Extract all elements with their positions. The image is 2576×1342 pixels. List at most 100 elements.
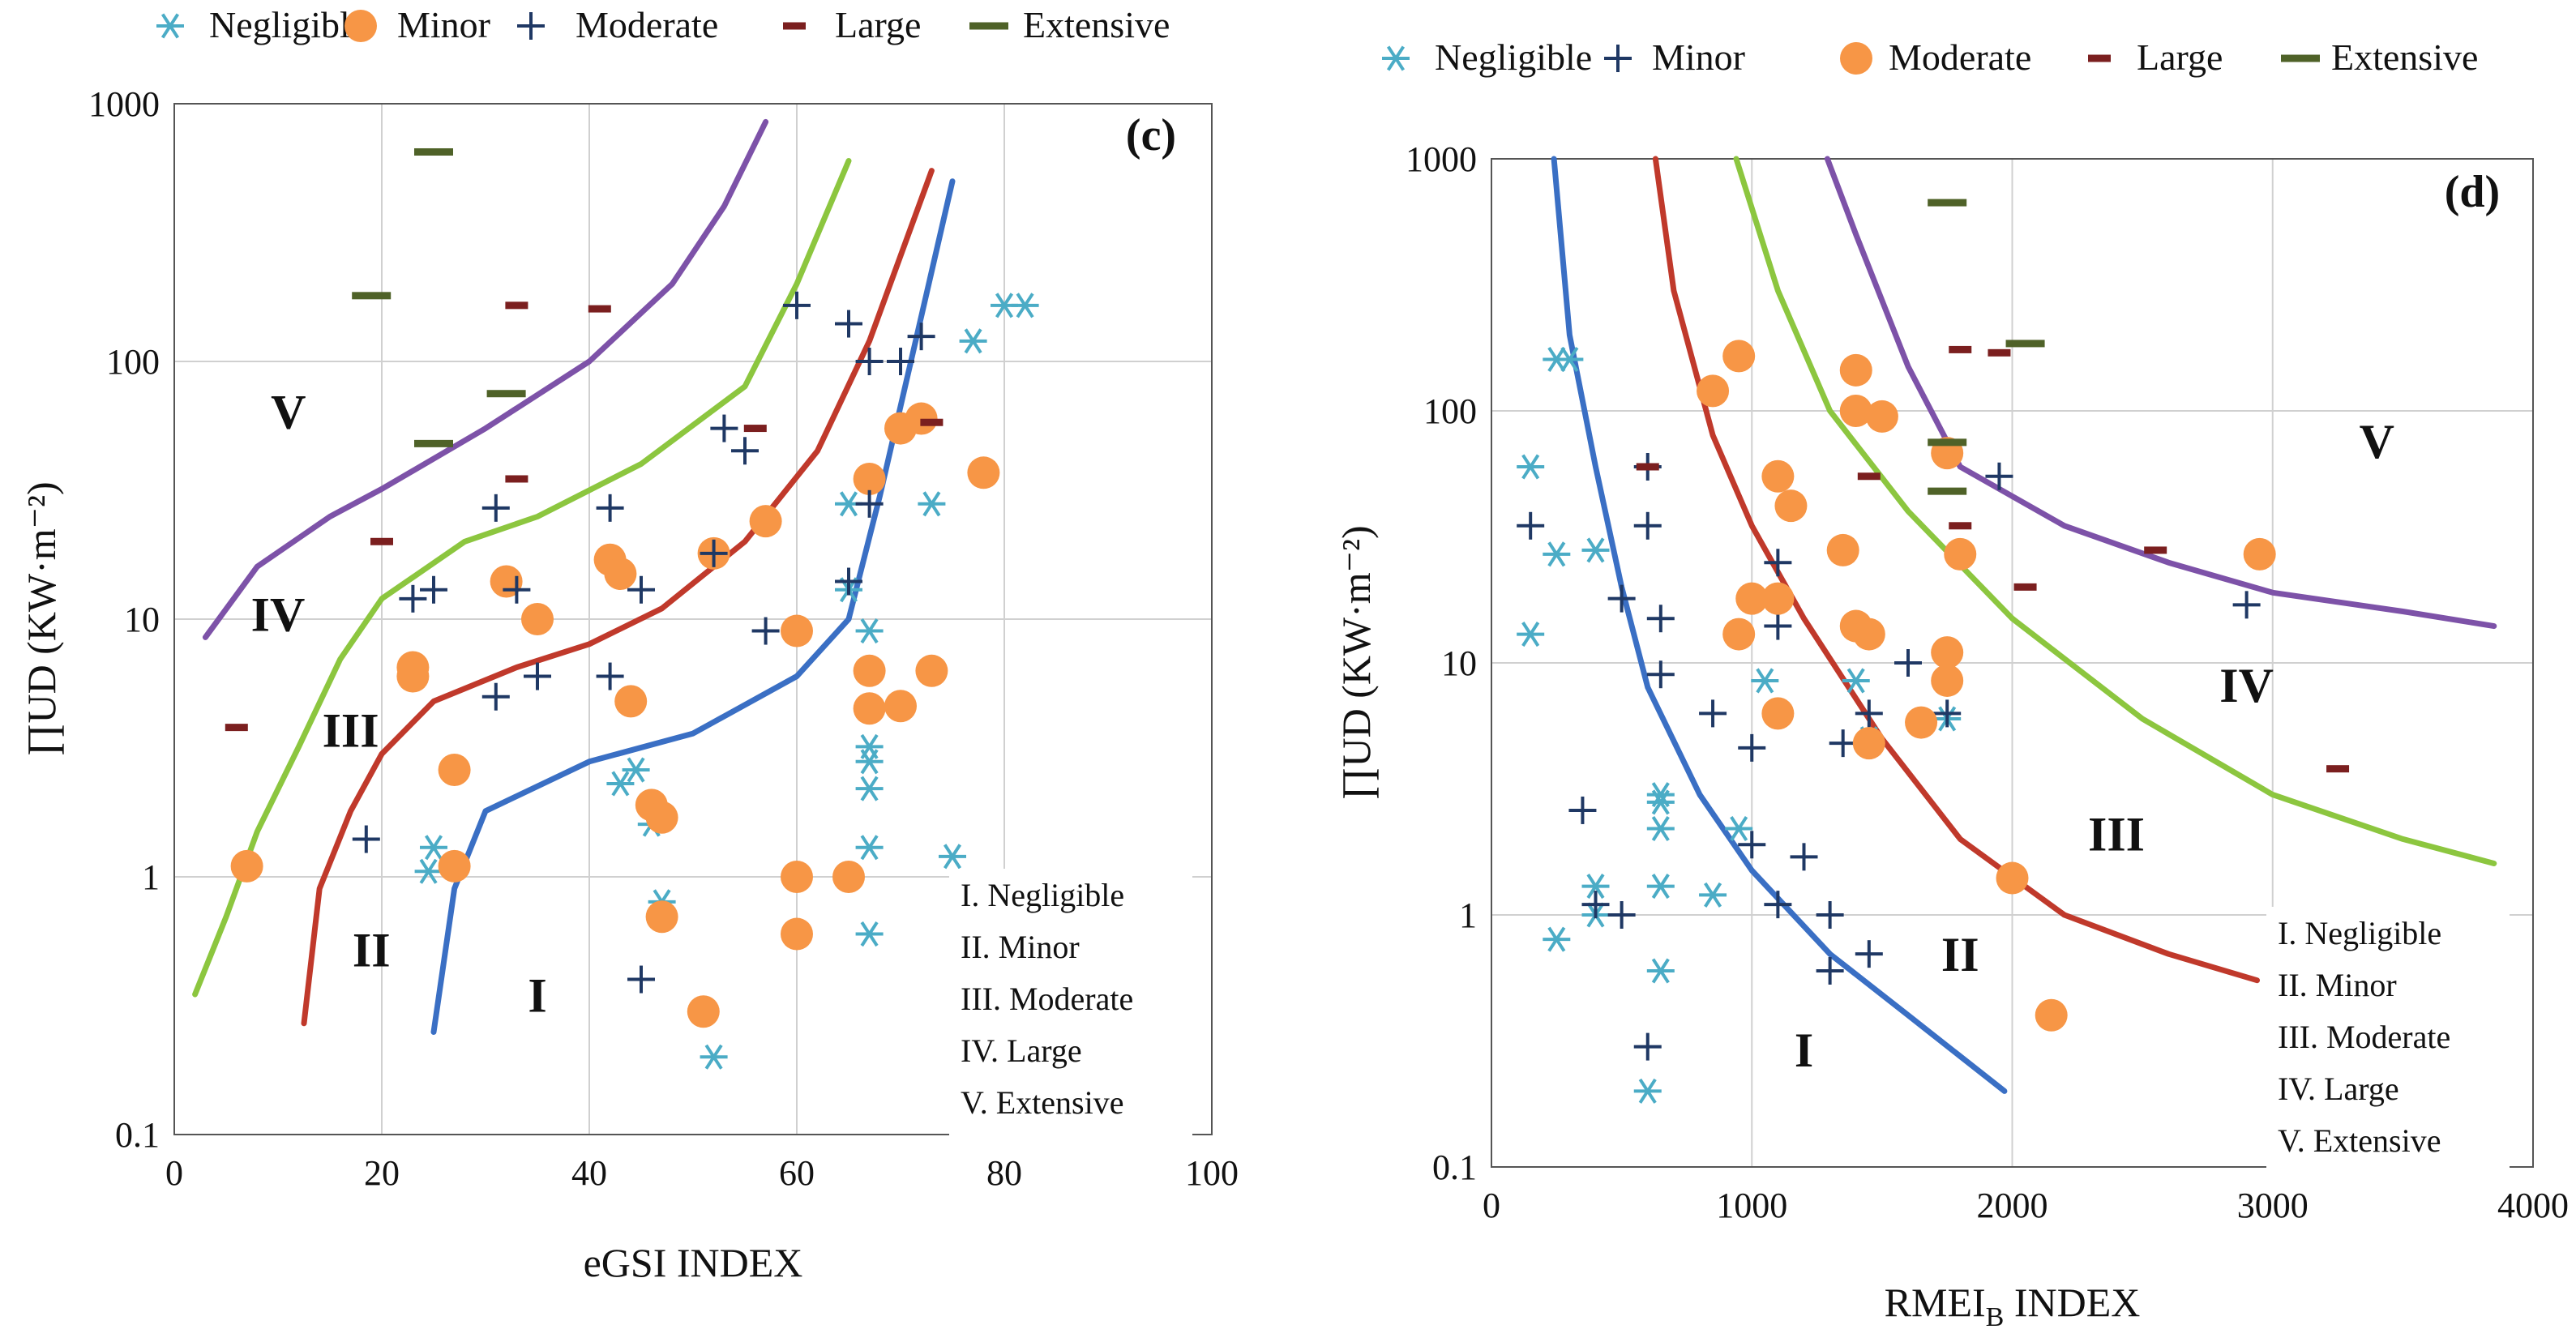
negligible-point-stroke [1651,782,1670,808]
legend-marker-minor [1840,42,1872,75]
zone-label: I [1795,1024,1813,1077]
moderate-point [596,662,624,690]
y-tick-label: 1 [142,857,160,897]
class-note: II. Minor [961,929,1080,965]
negligible-point [1646,958,1675,984]
negligible-point-stroke [1730,815,1748,842]
moderate-point [1790,843,1818,871]
minor-point [1852,727,1885,760]
moderate-point [700,539,728,567]
negligible-point-stroke [860,835,879,861]
moderate-point [1517,511,1545,540]
minor-point [1761,459,1795,493]
negligible-point-stroke [922,491,941,517]
legend-label: Minor [397,4,490,45]
negligible-point [1543,926,1571,952]
y-tick-label: 1000 [88,84,160,124]
legend-marker-large [783,22,806,30]
negligible-point-stroke [611,771,630,797]
minor-point [832,861,865,893]
legend-marker-negligible-stroke [160,13,180,39]
class-note: IV. Large [2278,1071,2399,1107]
class-notes-box [2266,907,2510,1174]
negligible-point-stroke [1016,293,1034,318]
x-axis-label-subscript: B [1986,1302,2005,1332]
negligible-point-stroke [1521,454,1540,480]
negligible-point-stroke [1651,874,1670,900]
class-note: IV. Large [961,1032,1082,1069]
minor-point [1905,706,1938,739]
negligible-point [855,835,884,861]
minor-point [915,654,948,687]
y-axis-label: ∏UD (KW·m⁻²) [1333,525,1379,800]
moderate-point [420,575,447,604]
x-tick-label: 40 [571,1153,607,1193]
minor-point [781,614,813,647]
negligible-point [414,858,443,884]
minor-point [1761,582,1795,615]
minor-point [614,685,648,718]
negligible-point [855,618,884,644]
moderate-point [835,310,862,338]
large-point [2144,546,2167,554]
large-point [1636,463,1659,471]
large-point [225,724,248,732]
minor-point [521,603,554,635]
legend-marker-extensive [969,22,1008,30]
legend-marker-large [2088,54,2111,62]
class-boundary-curve-IV [1824,156,2497,630]
moderate-point [1985,462,2013,490]
minor-point [1852,618,1885,651]
x-tick-label: 0 [1483,1186,1500,1225]
minor-point [1996,861,2029,895]
negligible-point [1751,668,1779,694]
minor-point [687,995,720,1028]
large-point [505,475,528,483]
moderate-point [481,682,510,711]
legend-label: Extensive [2331,36,2478,78]
negligible-point [855,733,884,759]
minor-point [781,917,813,951]
zone-label: II [1941,928,1979,981]
minor-point [2243,537,2276,571]
minor-point [1839,395,1872,427]
moderate-point [352,825,380,853]
negligible-point-stroke [424,835,443,861]
moderate-point [710,414,738,442]
legend-label: Moderate [1889,36,2031,78]
moderate-point [1764,612,1792,640]
moderate-point [1855,699,1883,728]
moderate-point [1607,584,1636,613]
extensive-point [352,292,392,300]
legend-marker-moderate [1604,45,1632,72]
legend-label: Large [2137,36,2223,78]
negligible-point [1633,1078,1662,1104]
large-point [743,425,767,433]
class-note: II. Minor [2278,967,2397,1003]
x-tick-label: 0 [165,1153,183,1193]
minor-point [853,462,886,495]
minor-point [1774,489,1808,523]
legend-marker-negligible-stroke [1386,45,1406,71]
class-boundary-curve-II [1652,156,2260,984]
minor-point [645,900,678,934]
negligible-point [1842,668,1870,694]
moderate-point [1581,891,1610,919]
minor-point [781,861,813,893]
class-notes-box [949,869,1192,1136]
negligible-point [1517,454,1545,480]
negligible-point [1581,537,1610,563]
negligible-point-stroke [1704,882,1722,908]
negligible-point-stroke [839,491,858,517]
moderate-point [503,575,531,604]
class-boundary-curve-III [1733,156,2497,866]
y-tick-label: 100 [106,342,160,382]
moderate-point [524,662,551,690]
negligible-point [959,328,987,354]
large-point [588,305,611,313]
y-tick-label: 1000 [1406,139,1477,179]
negligible-point [420,835,447,861]
class-note: III. Moderate [961,981,1133,1017]
large-point [370,537,393,545]
